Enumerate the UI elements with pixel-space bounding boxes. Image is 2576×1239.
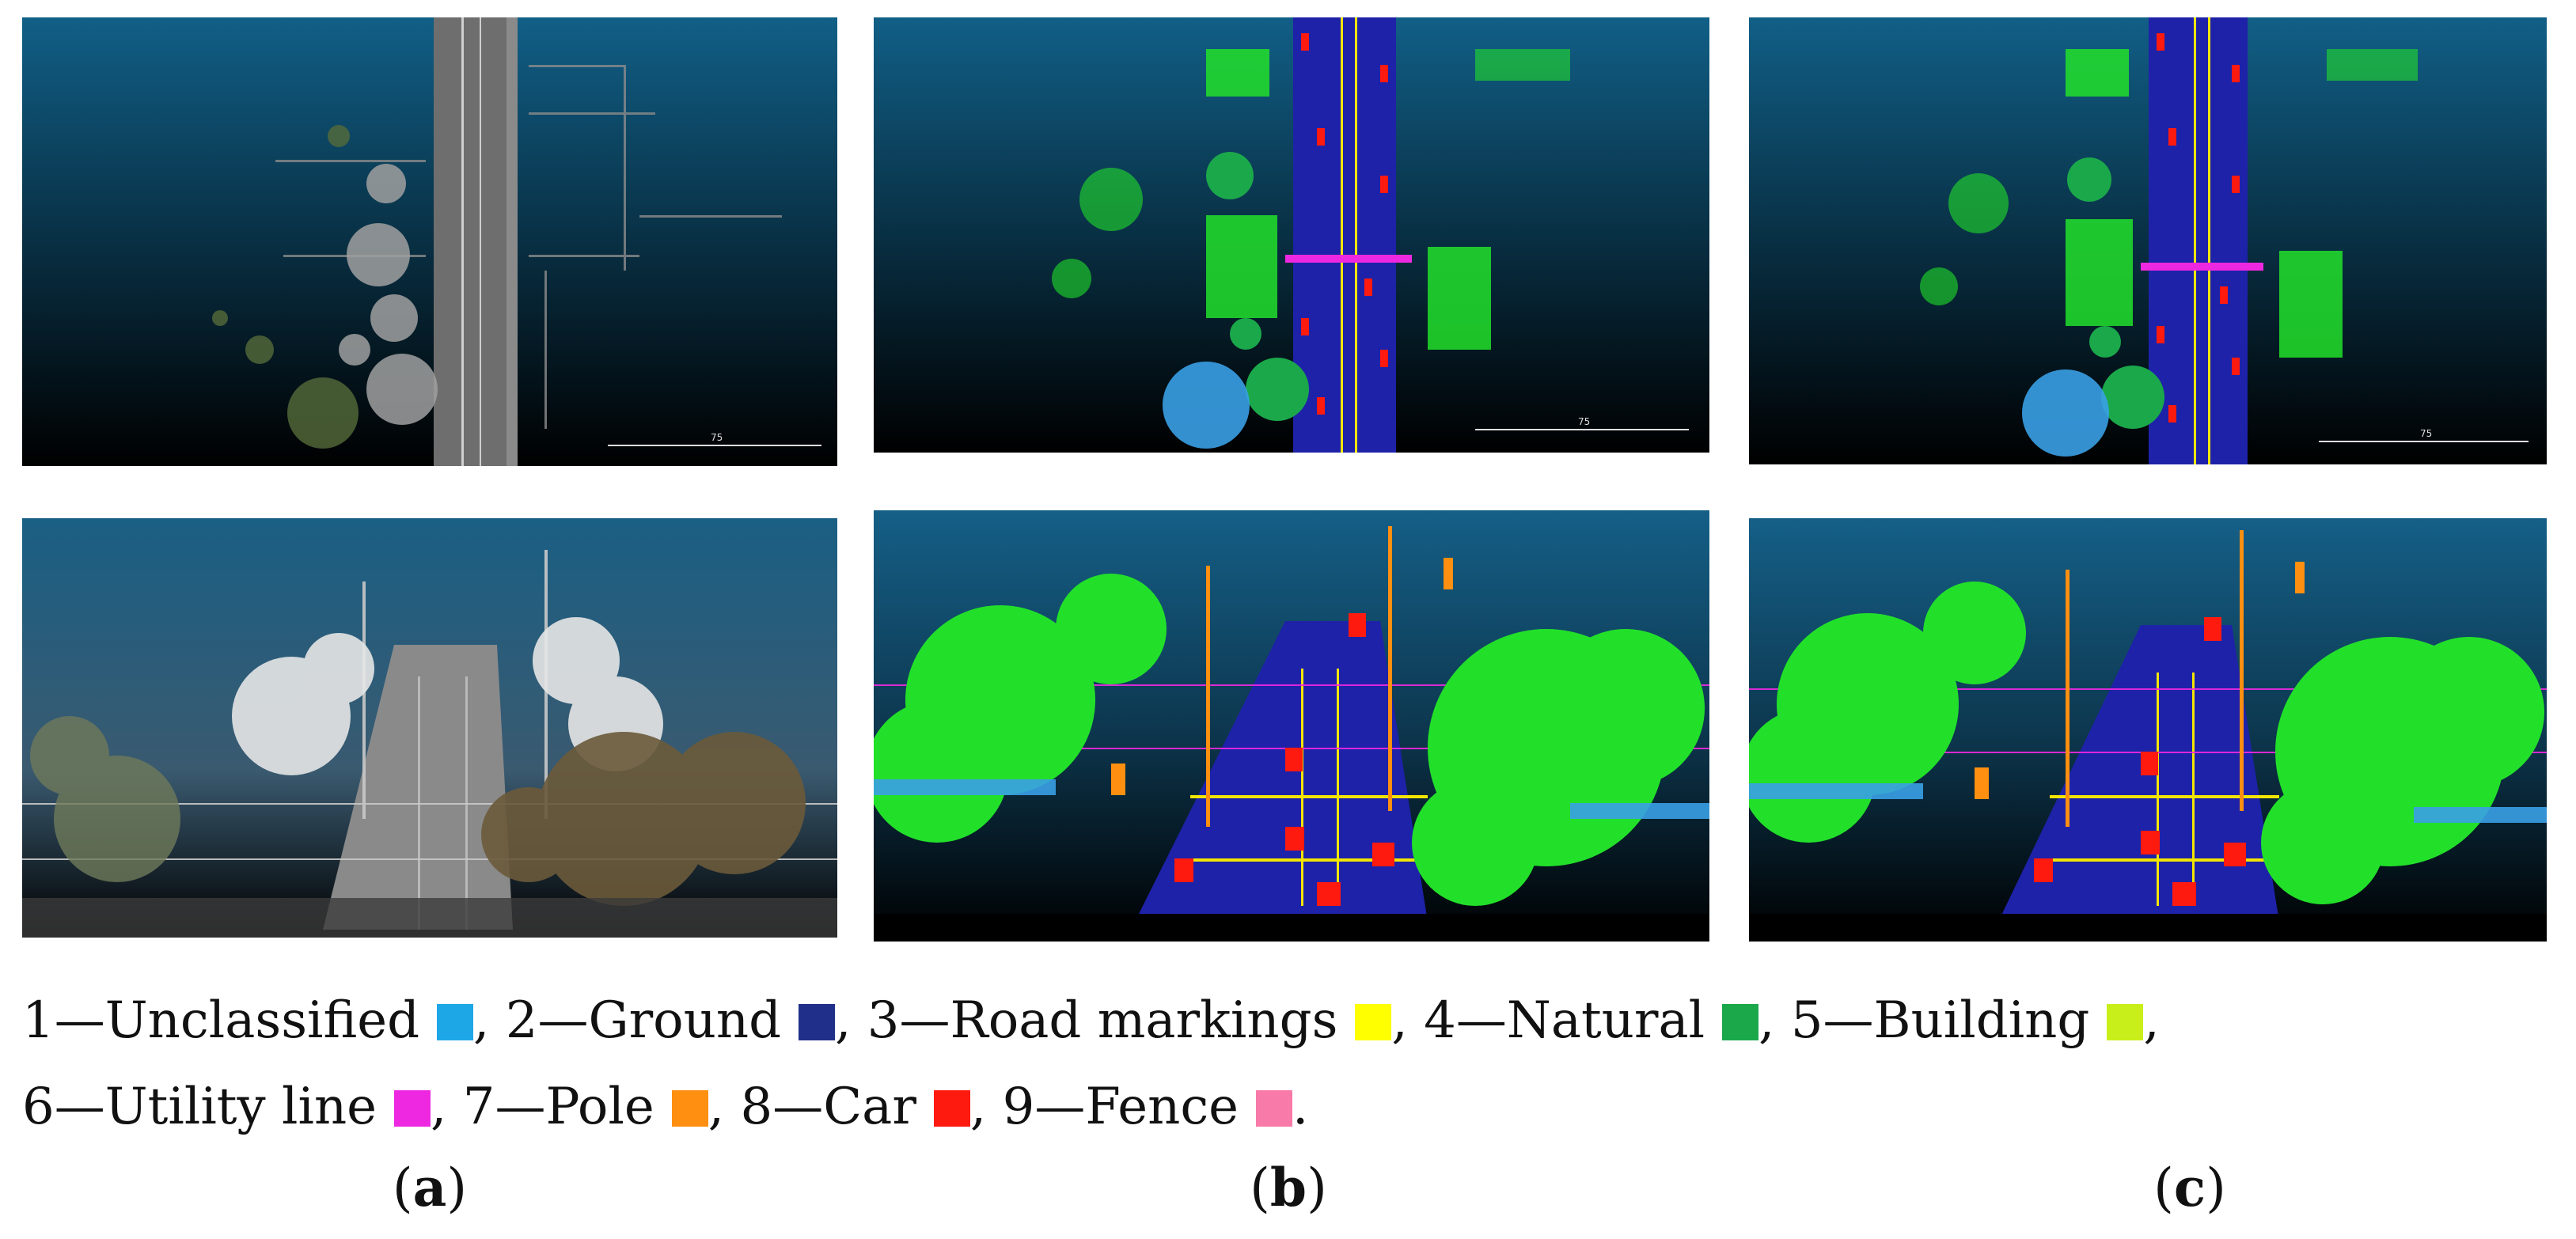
legend-separator: , [473,991,490,1050]
legend-label: 3—Road markings [867,991,1338,1050]
legend-label: 6—Utility line [22,1078,377,1136]
point-cloud-class-perspective-view [874,510,1709,942]
legend-swatch [671,1090,708,1127]
legend-label: 2—Ground [505,991,782,1050]
scale-label: 75 [1578,416,1590,427]
legend-separator: , [969,1078,987,1136]
legend-item-natural: 4—Natural, [1424,995,1774,1046]
legend-item-utility-line: 6—Utility line, [22,1082,446,1132]
legend-label: 4—Natural [1424,991,1705,1050]
legend-separator: , [431,1078,447,1136]
legend-swatch [1355,1004,1392,1040]
legend-item-unclassified: 1—Unclassified, [22,995,489,1046]
scale-label: 75 [711,432,723,443]
legend-label: 7—Pole [462,1078,654,1136]
legend-item-building: 5—Building, [1791,995,2160,1046]
panel-c-top: 75 [1749,17,2547,464]
legend-swatch [799,1004,836,1040]
legend-separator: , [1391,991,1408,1050]
legend-item-pole: 7—Pole, [463,1082,724,1132]
legend-item-road-markings: 3—Road markings, [867,995,1408,1046]
point-cloud-rgb-top-view: 75 [22,17,837,466]
caption-paren: ) [1307,1158,1327,1218]
legend-label: 5—Building [1790,991,2090,1050]
legend-separator: , [2143,991,2160,1050]
legend-item-ground: 2—Ground, [506,995,852,1046]
caption-b: (b) [1170,1157,1407,1218]
point-cloud-rgb-perspective-view [22,518,837,938]
caption-letter: b [1269,1157,1307,1218]
legend-label: 1—Unclassified [22,991,420,1050]
legend-swatch [933,1090,970,1127]
legend-item-car: 8—Car, [740,1082,986,1132]
legend-line-2: 6—Utility line, 7—Pole, 8—Car, 9—Fence. [22,1082,2555,1132]
legend-label: 8—Car [740,1078,916,1136]
caption-paren: ) [2206,1158,2226,1218]
panel-a-bottom [22,518,837,938]
legend-label: 9—Fence [1002,1078,1239,1136]
legend-swatch [1256,1090,1293,1127]
caption-a: (a) [311,1157,548,1218]
panel-c-bottom [1749,518,2547,942]
point-cloud-class-perspective-view [1749,518,2547,942]
panel-b-top: 75 [874,17,1709,453]
legend-swatch [437,1004,474,1040]
point-cloud-class-top-view: 75 [874,17,1709,453]
caption-c: (c) [2071,1157,2309,1218]
caption-paren: ( [392,1158,413,1218]
legend-separator: . [1292,1078,1309,1136]
scale-label: 75 [2420,428,2432,439]
panel-b-bottom [874,510,1709,942]
caption-letter: c [2173,1157,2206,1218]
legend-line-1: 1—Unclassified, 2—Ground, 3—Road marking… [22,995,2555,1046]
legend-swatch [2107,1004,2144,1040]
legend-separator: , [835,991,852,1050]
panel-a-top: 75 [22,17,837,466]
legend-separator: , [708,1078,725,1136]
legend-separator: , [1758,991,1775,1050]
caption-paren: ( [1250,1158,1270,1218]
caption-paren: ( [2153,1158,2174,1218]
caption-paren: ) [446,1158,468,1218]
point-cloud-class-top-view: 75 [1749,17,2547,464]
legend-swatch [1722,1004,1759,1040]
legend-item-fence: 9—Fence. [1003,1082,1309,1132]
legend-swatch [394,1090,431,1127]
caption-letter: a [412,1157,447,1218]
